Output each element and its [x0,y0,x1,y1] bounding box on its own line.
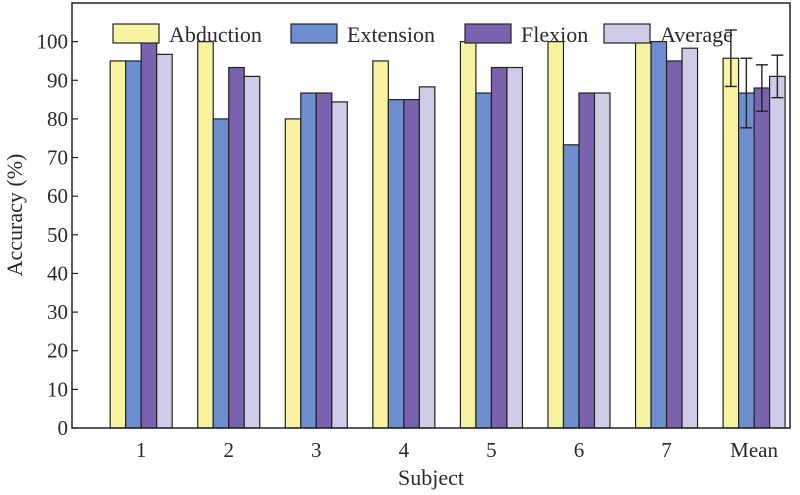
bar-extension-mean [737,92,755,429]
x-axis: 1 2 3 4 5 6 7 Mean [136,422,778,462]
bar-extension-1 [125,60,142,429]
error-bars-layer [724,29,784,129]
bar-extension-2 [212,118,230,429]
legend-swatch [603,23,651,44]
y-tick-label: 90 [47,68,68,92]
x-tick-label: 7 [661,438,672,462]
legend-label: Abduction [169,22,262,47]
bar-flexion-2 [228,66,245,429]
error-bar-average [771,54,784,99]
bar-average-2 [243,75,261,429]
y-tick-label: 20 [47,339,68,363]
bar-flexion-7 [665,60,683,429]
error-bar-abduction [724,29,737,88]
bar-extension-4 [387,98,405,429]
y-axis-title: Accuracy (%) [2,154,27,277]
legend-item-abduction: Abduction [112,22,262,47]
bar-abduction-4 [372,60,389,429]
x-tick-label: 3 [311,438,322,462]
legend: Abduction Extension Flexion Average [112,22,733,47]
legend-swatch [290,23,338,44]
bar-abduction-3 [284,118,302,429]
legend-swatch [464,23,512,44]
bar-flexion-mean [753,87,771,429]
legend-label: Average [660,22,733,47]
error-bar-flexion [755,64,768,112]
bar-average-1 [156,53,173,429]
x-tick-label: 1 [136,438,147,462]
bar-average-4 [418,86,436,429]
bar-flexion-3 [315,92,333,429]
x-axis-title: Subject [398,465,464,490]
bar-average-7 [681,47,699,429]
bar-abduction-6 [547,41,565,429]
y-axis: 0 10 20 30 40 50 60 70 80 90 100 [37,30,78,440]
bar-extension-7 [650,41,668,429]
bar-abduction-7 [634,41,652,429]
bar-extension-6 [562,144,580,429]
y-tick-label: 30 [47,300,68,324]
bar-average-5 [506,66,524,429]
y-tick-label: 40 [47,261,68,285]
bar-extension-3 [300,92,317,429]
error-bar-extension [740,57,753,129]
y-tick-label: 80 [47,107,68,131]
bar-average-6 [593,92,611,429]
y-tick-label: 100 [37,30,69,54]
y-tick-label: 0 [58,416,69,440]
bar-abduction-1 [109,60,127,429]
y-tick-label: 70 [47,146,68,170]
bars-layer [109,41,786,429]
legend-label: Extension [347,22,435,47]
legend-item-average: Average [603,22,733,47]
y-tick-label: 60 [47,184,68,208]
x-tick-label: 5 [486,438,497,462]
bar-abduction-2 [197,41,214,429]
plot-frame [71,2,791,429]
legend-swatch [112,23,160,44]
bar-flexion-5 [490,66,508,429]
x-tick-label: 2 [223,438,234,462]
bar-extension-5 [475,92,493,429]
bar-abduction-5 [459,41,477,429]
legend-item-extension: Extension [290,22,435,47]
x-tick-label: Mean [730,438,778,462]
y-tick-label: 10 [47,377,68,401]
bar-flexion-4 [403,98,420,429]
bar-average-3 [331,101,348,429]
bar-abduction-mean [722,57,740,429]
bar-flexion-1 [140,41,158,429]
x-tick-label: 4 [399,438,410,462]
x-tick-label: 6 [574,438,585,462]
legend-label: Flexion [521,22,588,47]
bar-flexion-6 [578,92,596,429]
legend-item-flexion: Flexion [464,22,588,47]
bar-average-mean [768,75,786,429]
y-tick-label: 50 [47,223,68,247]
